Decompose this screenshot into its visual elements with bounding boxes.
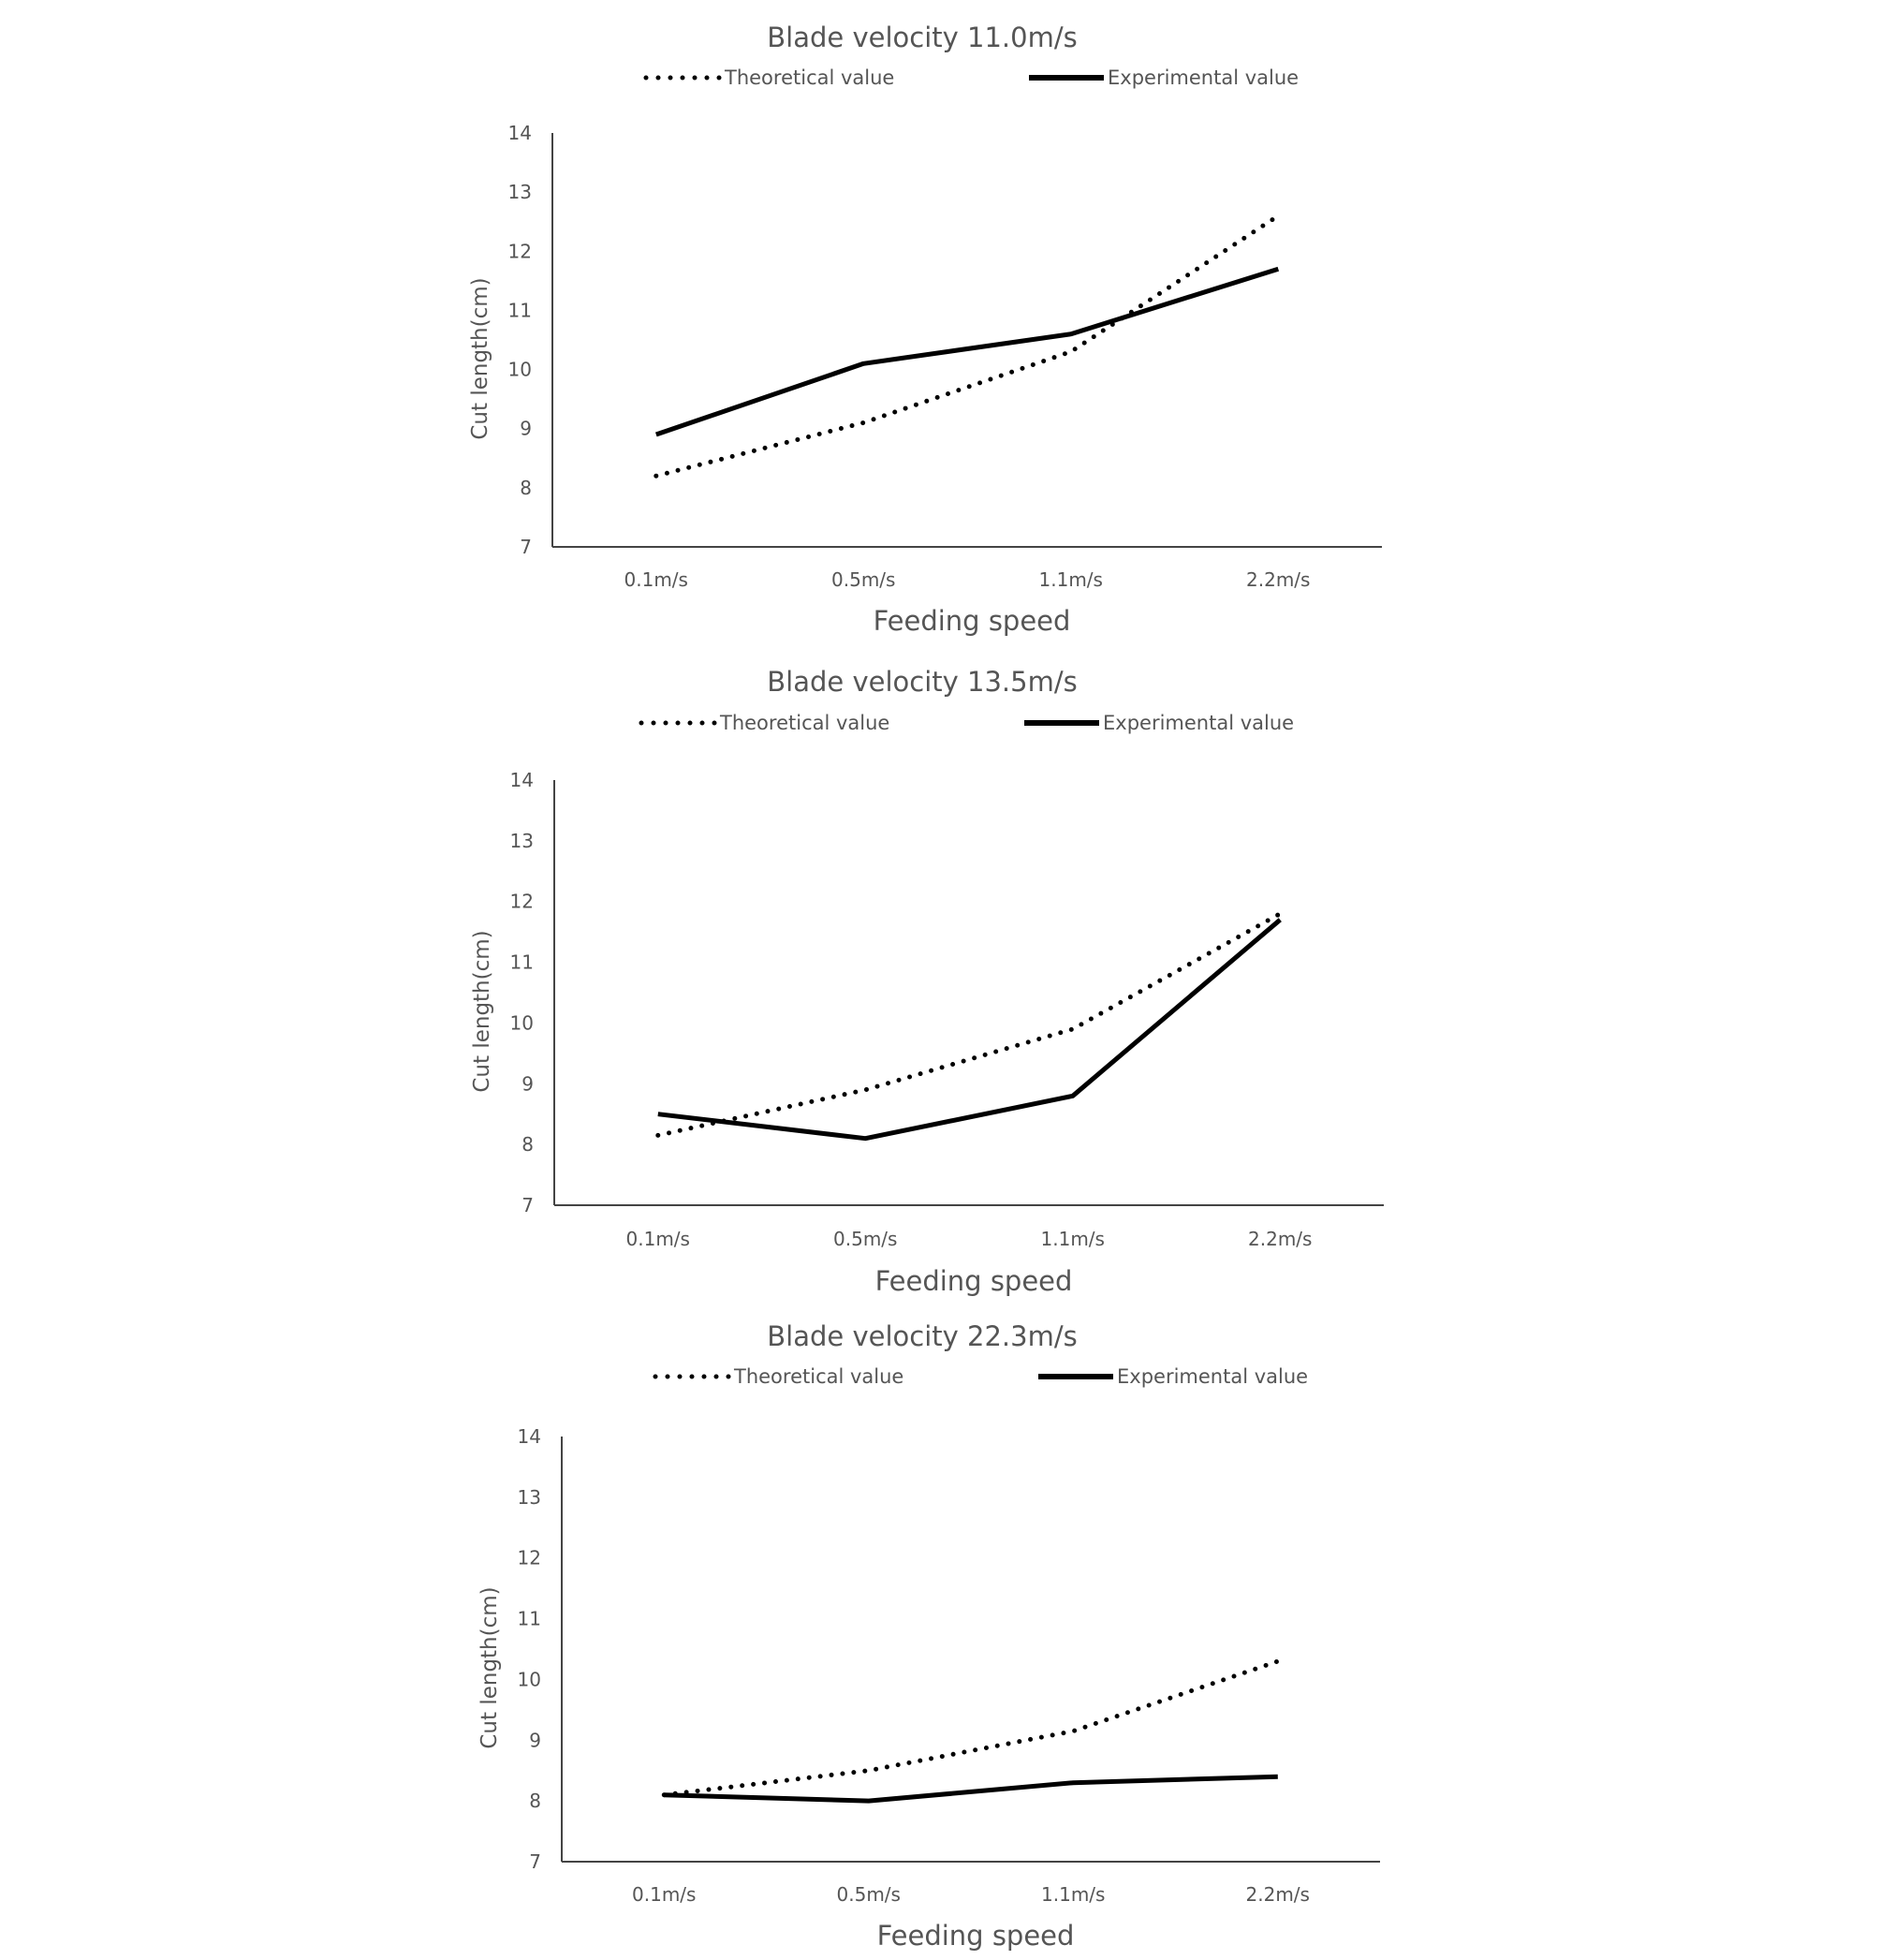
y-tick-label: 8 <box>521 1133 534 1156</box>
y-tick-label: 10 <box>508 359 532 381</box>
y-tick-label: 11 <box>518 1608 541 1630</box>
x-tick-label: 1.1m/s <box>1041 1228 1105 1250</box>
y-tick-label: 8 <box>520 477 532 499</box>
y-tick-label: 11 <box>508 299 532 321</box>
x-tick-label: 0.5m/s <box>837 1883 901 1906</box>
x-tick-label: 2.2m/s <box>1246 1883 1310 1906</box>
y-axis-title: Cut length(cm) <box>477 1586 502 1748</box>
series-line-theoretical <box>661 1658 1281 1798</box>
y-tick-label: 9 <box>521 1072 534 1095</box>
legend-item-experimental: Experimental value <box>1038 1365 1308 1388</box>
legend-label: Experimental value <box>1108 66 1299 89</box>
legend-item-experimental: Experimental value <box>1024 712 1294 734</box>
legend-item-theoretical: Theoretical value <box>639 712 889 734</box>
legend-item-theoretical: Theoretical value <box>653 1365 903 1388</box>
y-tick-label: 7 <box>521 1194 534 1216</box>
y-tick-label: 12 <box>518 1547 541 1569</box>
y-tick-label: 12 <box>510 891 534 913</box>
x-tick-label: 1.1m/s <box>1041 1883 1105 1906</box>
y-tick-label: 12 <box>508 240 532 262</box>
chart-title: Blade velocity 11.0m/s <box>767 22 1077 53</box>
y-tick-label: 10 <box>510 1011 534 1034</box>
x-tick-label: 1.1m/s <box>1039 568 1103 591</box>
y-tick-label: 14 <box>518 1425 541 1448</box>
x-tick-label: 0.1m/s <box>626 1228 690 1250</box>
legend-item-theoretical: Theoretical value <box>643 66 894 89</box>
chart-panel-1: Blade velocity 11.0m/s Theoretical value E… <box>468 22 1382 637</box>
y-tick-label: 8 <box>529 1790 541 1812</box>
x-axis-title: Feeding speed <box>877 1920 1075 1952</box>
legend-label: Theoretical value <box>733 1365 903 1388</box>
y-tick-label: 14 <box>508 122 532 144</box>
x-tick-label: 0.5m/s <box>831 568 895 591</box>
legend-item-experimental: Experimental value <box>1029 66 1299 89</box>
y-tick-label: 9 <box>520 418 532 440</box>
y-tick-label: 13 <box>510 830 534 852</box>
y-tick-label: 7 <box>520 536 532 558</box>
y-axis-title: Cut length(cm) <box>468 277 492 439</box>
chart-title: Blade velocity 13.5m/s <box>767 666 1077 698</box>
x-tick-label: 2.2m/s <box>1248 1228 1312 1250</box>
series-line-experimental <box>664 1774 1278 1804</box>
x-tick-label: 0.1m/s <box>624 568 688 591</box>
y-tick-label: 9 <box>529 1729 541 1751</box>
x-tick-label: 2.2m/s <box>1246 568 1310 591</box>
y-tick-label: 14 <box>510 769 534 791</box>
legend: Theoretical value Experimental value <box>653 1365 1308 1388</box>
x-axis-title: Feeding speed <box>875 1265 1073 1297</box>
x-tick-label: 0.1m/s <box>632 1883 696 1906</box>
y-tick-label: 13 <box>508 181 532 203</box>
series-line-theoretical <box>655 911 1283 1138</box>
y-tick-label: 7 <box>529 1850 541 1873</box>
series-line-theoretical <box>654 213 1281 479</box>
legend-label: Experimental value <box>1117 1365 1308 1388</box>
x-tick-label: 0.5m/s <box>833 1228 897 1250</box>
chart-title: Blade velocity 22.3m/s <box>767 1320 1077 1352</box>
legend-label: Theoretical value <box>719 712 889 734</box>
legend: Theoretical value Experimental value <box>643 66 1299 89</box>
legend-label: Theoretical value <box>724 66 894 89</box>
chart-panel-3: Blade velocity 22.3m/s Theoretical value E… <box>477 1320 1380 1952</box>
chart-panel-2: Blade velocity 13.5m/s Theoretical value E… <box>470 666 1384 1297</box>
legend-label: Experimental value <box>1103 712 1294 734</box>
series-line-experimental <box>654 266 1280 437</box>
y-tick-label: 13 <box>518 1486 541 1509</box>
series-line-experimental <box>657 918 1282 1142</box>
legend: Theoretical value Experimental value <box>639 712 1294 734</box>
x-axis-title: Feeding speed <box>874 605 1071 637</box>
y-tick-label: 11 <box>510 951 534 974</box>
y-axis-title: Cut length(cm) <box>470 930 494 1092</box>
y-tick-label: 10 <box>518 1668 541 1690</box>
